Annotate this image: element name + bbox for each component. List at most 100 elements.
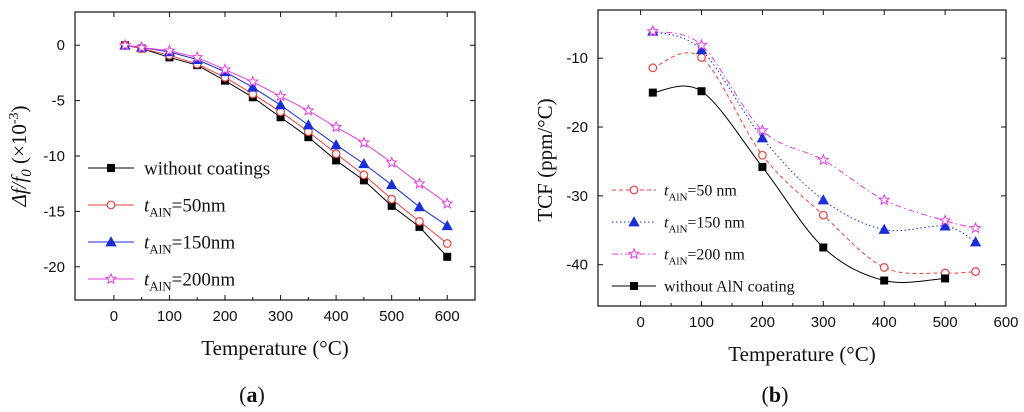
legend-label: without coatings: [144, 159, 270, 180]
x-tick-label: 300: [268, 308, 293, 325]
data-point: [819, 243, 828, 252]
data-point: [878, 223, 890, 234]
y-tick-label: 0: [57, 37, 65, 54]
data-point: [756, 123, 769, 136]
y-tick-label: -10: [43, 148, 65, 165]
x-axis-label: Temperature (°C): [728, 342, 875, 366]
data-point: [302, 119, 314, 130]
series-line: [652, 52, 976, 275]
data-point: [329, 120, 343, 133]
data-point: [971, 267, 980, 276]
legend-label: tAlN=50 nm: [664, 183, 737, 204]
data-point: [246, 75, 259, 88]
data-point: [648, 88, 657, 97]
series-line: [652, 30, 976, 243]
data-point: [697, 53, 706, 62]
x-tick-label: 200: [750, 314, 775, 331]
y-tick-label: -15: [43, 203, 65, 220]
y-axis-label: Δf/f0 (×10-3): [7, 105, 35, 207]
chart-panel-b: 0 100 200 300 400 500 600 -10 -20 -30 -40 tAlN=50 n…: [533, 9, 1019, 407]
data-point: [697, 87, 706, 96]
data-point: [191, 50, 204, 63]
x-axis-label: Temperature (°C): [201, 336, 348, 360]
legend-marker: [630, 282, 638, 290]
series-4: [118, 38, 454, 209]
data-point: [880, 276, 889, 285]
data-point: [386, 178, 398, 190]
series-line: [124, 44, 448, 258]
legend: without coatings tAlN=50nm tAlN=150nm tAlN=…: [88, 159, 270, 294]
data-point: [163, 44, 176, 57]
data-point: [817, 153, 830, 166]
series-4: [648, 85, 950, 285]
panel-label: (a): [239, 382, 265, 407]
series-3: [119, 39, 453, 231]
data-point: [247, 81, 259, 92]
legend-marker: [104, 272, 118, 285]
data-point: [938, 214, 952, 226]
legend-label: tAlN=150 nm: [664, 215, 745, 236]
data-point: [758, 150, 767, 160]
y-tick-label: -20: [43, 259, 65, 276]
data-point: [385, 156, 398, 168]
data-point: [331, 149, 341, 159]
series-3: [646, 24, 982, 234]
plot-frame: [597, 9, 1007, 307]
data-point: [387, 194, 397, 204]
data-point: [218, 63, 232, 75]
series-1: [648, 52, 980, 278]
y-tick-label: -20: [566, 119, 588, 136]
data-point: [818, 210, 828, 220]
y-tick-label: -5: [52, 93, 65, 110]
x-tick-label: 200: [212, 308, 237, 325]
data-point: [969, 236, 982, 247]
legend-label: tAlN=50nm: [144, 196, 226, 220]
series-2: [647, 25, 982, 247]
x-tick-label: 0: [110, 308, 118, 325]
data-point: [695, 38, 708, 51]
x-tick-label: 400: [872, 314, 897, 331]
legend-marker: [106, 200, 116, 210]
data-point: [413, 177, 426, 189]
data-point: [442, 239, 452, 248]
data-point: [756, 132, 769, 143]
x-tick-label: 100: [157, 308, 182, 325]
chart-panel-a: 0 100 200 300 400 500 600 0 -5 -10 -15 -20 without c…: [7, 11, 476, 407]
x-tick-label: 500: [379, 308, 404, 325]
y-tick-label: -30: [566, 188, 588, 205]
data-point: [879, 263, 889, 272]
legend-label: tAlN=150nm: [144, 233, 235, 257]
panel-label: (b): [762, 382, 789, 407]
series-line: [124, 44, 448, 205]
data-point: [441, 197, 454, 209]
data-point: [877, 193, 891, 206]
data-point: [274, 99, 287, 110]
legend-marker: [105, 236, 117, 247]
data-point: [358, 157, 370, 169]
data-point: [941, 274, 950, 283]
plot-frame: [74, 11, 476, 301]
y-tick-label: -40: [566, 257, 588, 274]
legend-marker: [107, 164, 115, 172]
data-point: [359, 170, 369, 180]
data-point: [330, 139, 342, 150]
data-point: [415, 216, 424, 226]
legend-label: tAlN=200 nm: [664, 247, 745, 268]
legend-label: without AlN coating: [664, 279, 795, 296]
x-tick-label: 400: [324, 308, 349, 325]
legend-label: tAlN=200nm: [144, 270, 235, 294]
data-point: [939, 220, 951, 231]
data-point: [817, 194, 829, 205]
legend-marker: [629, 185, 639, 195]
data-point: [274, 89, 287, 102]
data-point: [441, 219, 453, 231]
series-1: [121, 41, 452, 261]
x-tick-label: 300: [811, 314, 836, 331]
legend-marker: [627, 247, 641, 260]
data-point: [357, 136, 371, 148]
data-point: [758, 162, 767, 171]
y-tick-label: -10: [566, 50, 588, 67]
data-point: [135, 40, 148, 53]
